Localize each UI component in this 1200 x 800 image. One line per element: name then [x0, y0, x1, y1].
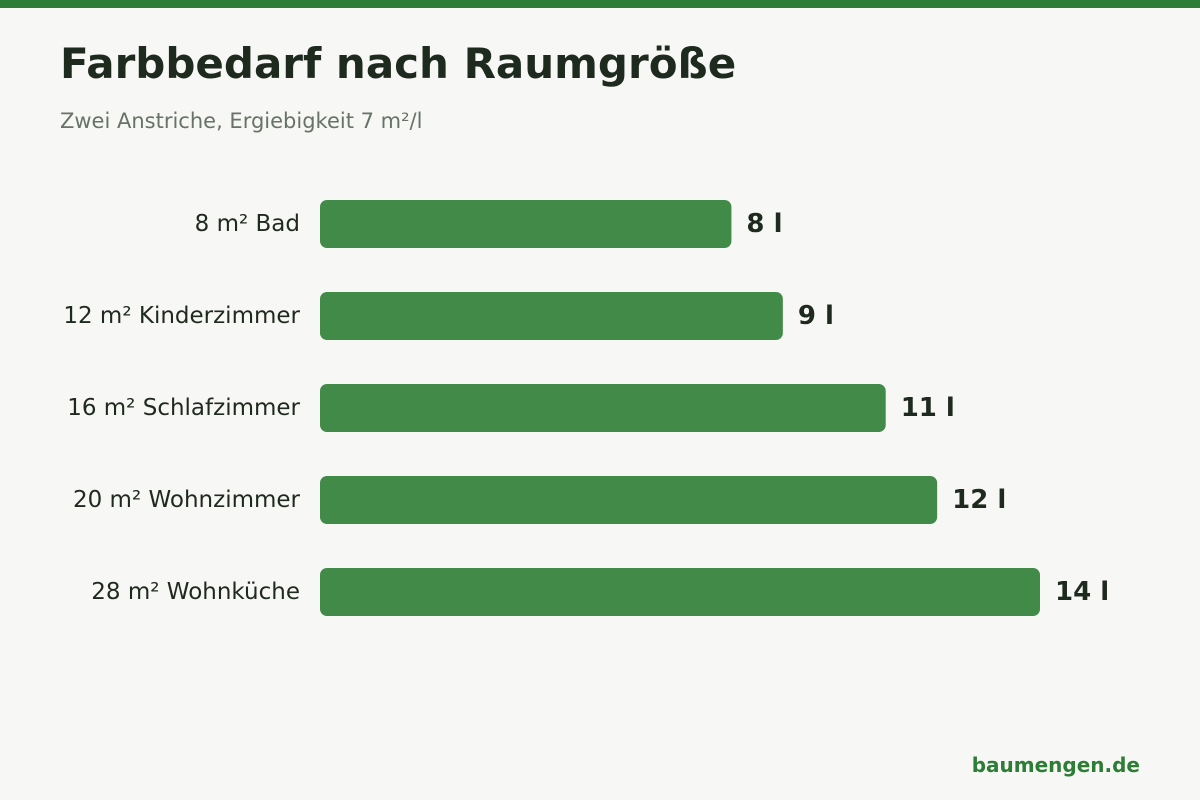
top-accent-bar: [0, 0, 1200, 8]
chart-title: Farbbedarf nach Raumgröße: [60, 39, 737, 88]
category-label: 12 m² Kinderzimmer: [63, 303, 300, 329]
source-label: baumengen.de: [971, 753, 1140, 777]
bar-1: [320, 292, 783, 340]
value-label: 11 l: [901, 393, 955, 423]
value-label: 8 l: [746, 209, 782, 239]
category-label: 28 m² Wohnküche: [91, 579, 300, 605]
value-label: 12 l: [952, 485, 1006, 515]
value-label: 14 l: [1055, 577, 1109, 607]
category-label: 16 m² Schlafzimmer: [67, 395, 300, 421]
value-label: 9 l: [798, 301, 834, 331]
bar-3: [320, 476, 938, 524]
bar-2: [320, 384, 886, 432]
category-label: 20 m² Wohnzimmer: [73, 487, 301, 513]
chart-subtitle: Zwei Anstriche, Ergiebigkeit 7 m²/l: [60, 109, 423, 133]
bar-0: [320, 200, 732, 248]
category-label: 8 m² Bad: [195, 211, 300, 237]
bar-4: [320, 568, 1040, 616]
